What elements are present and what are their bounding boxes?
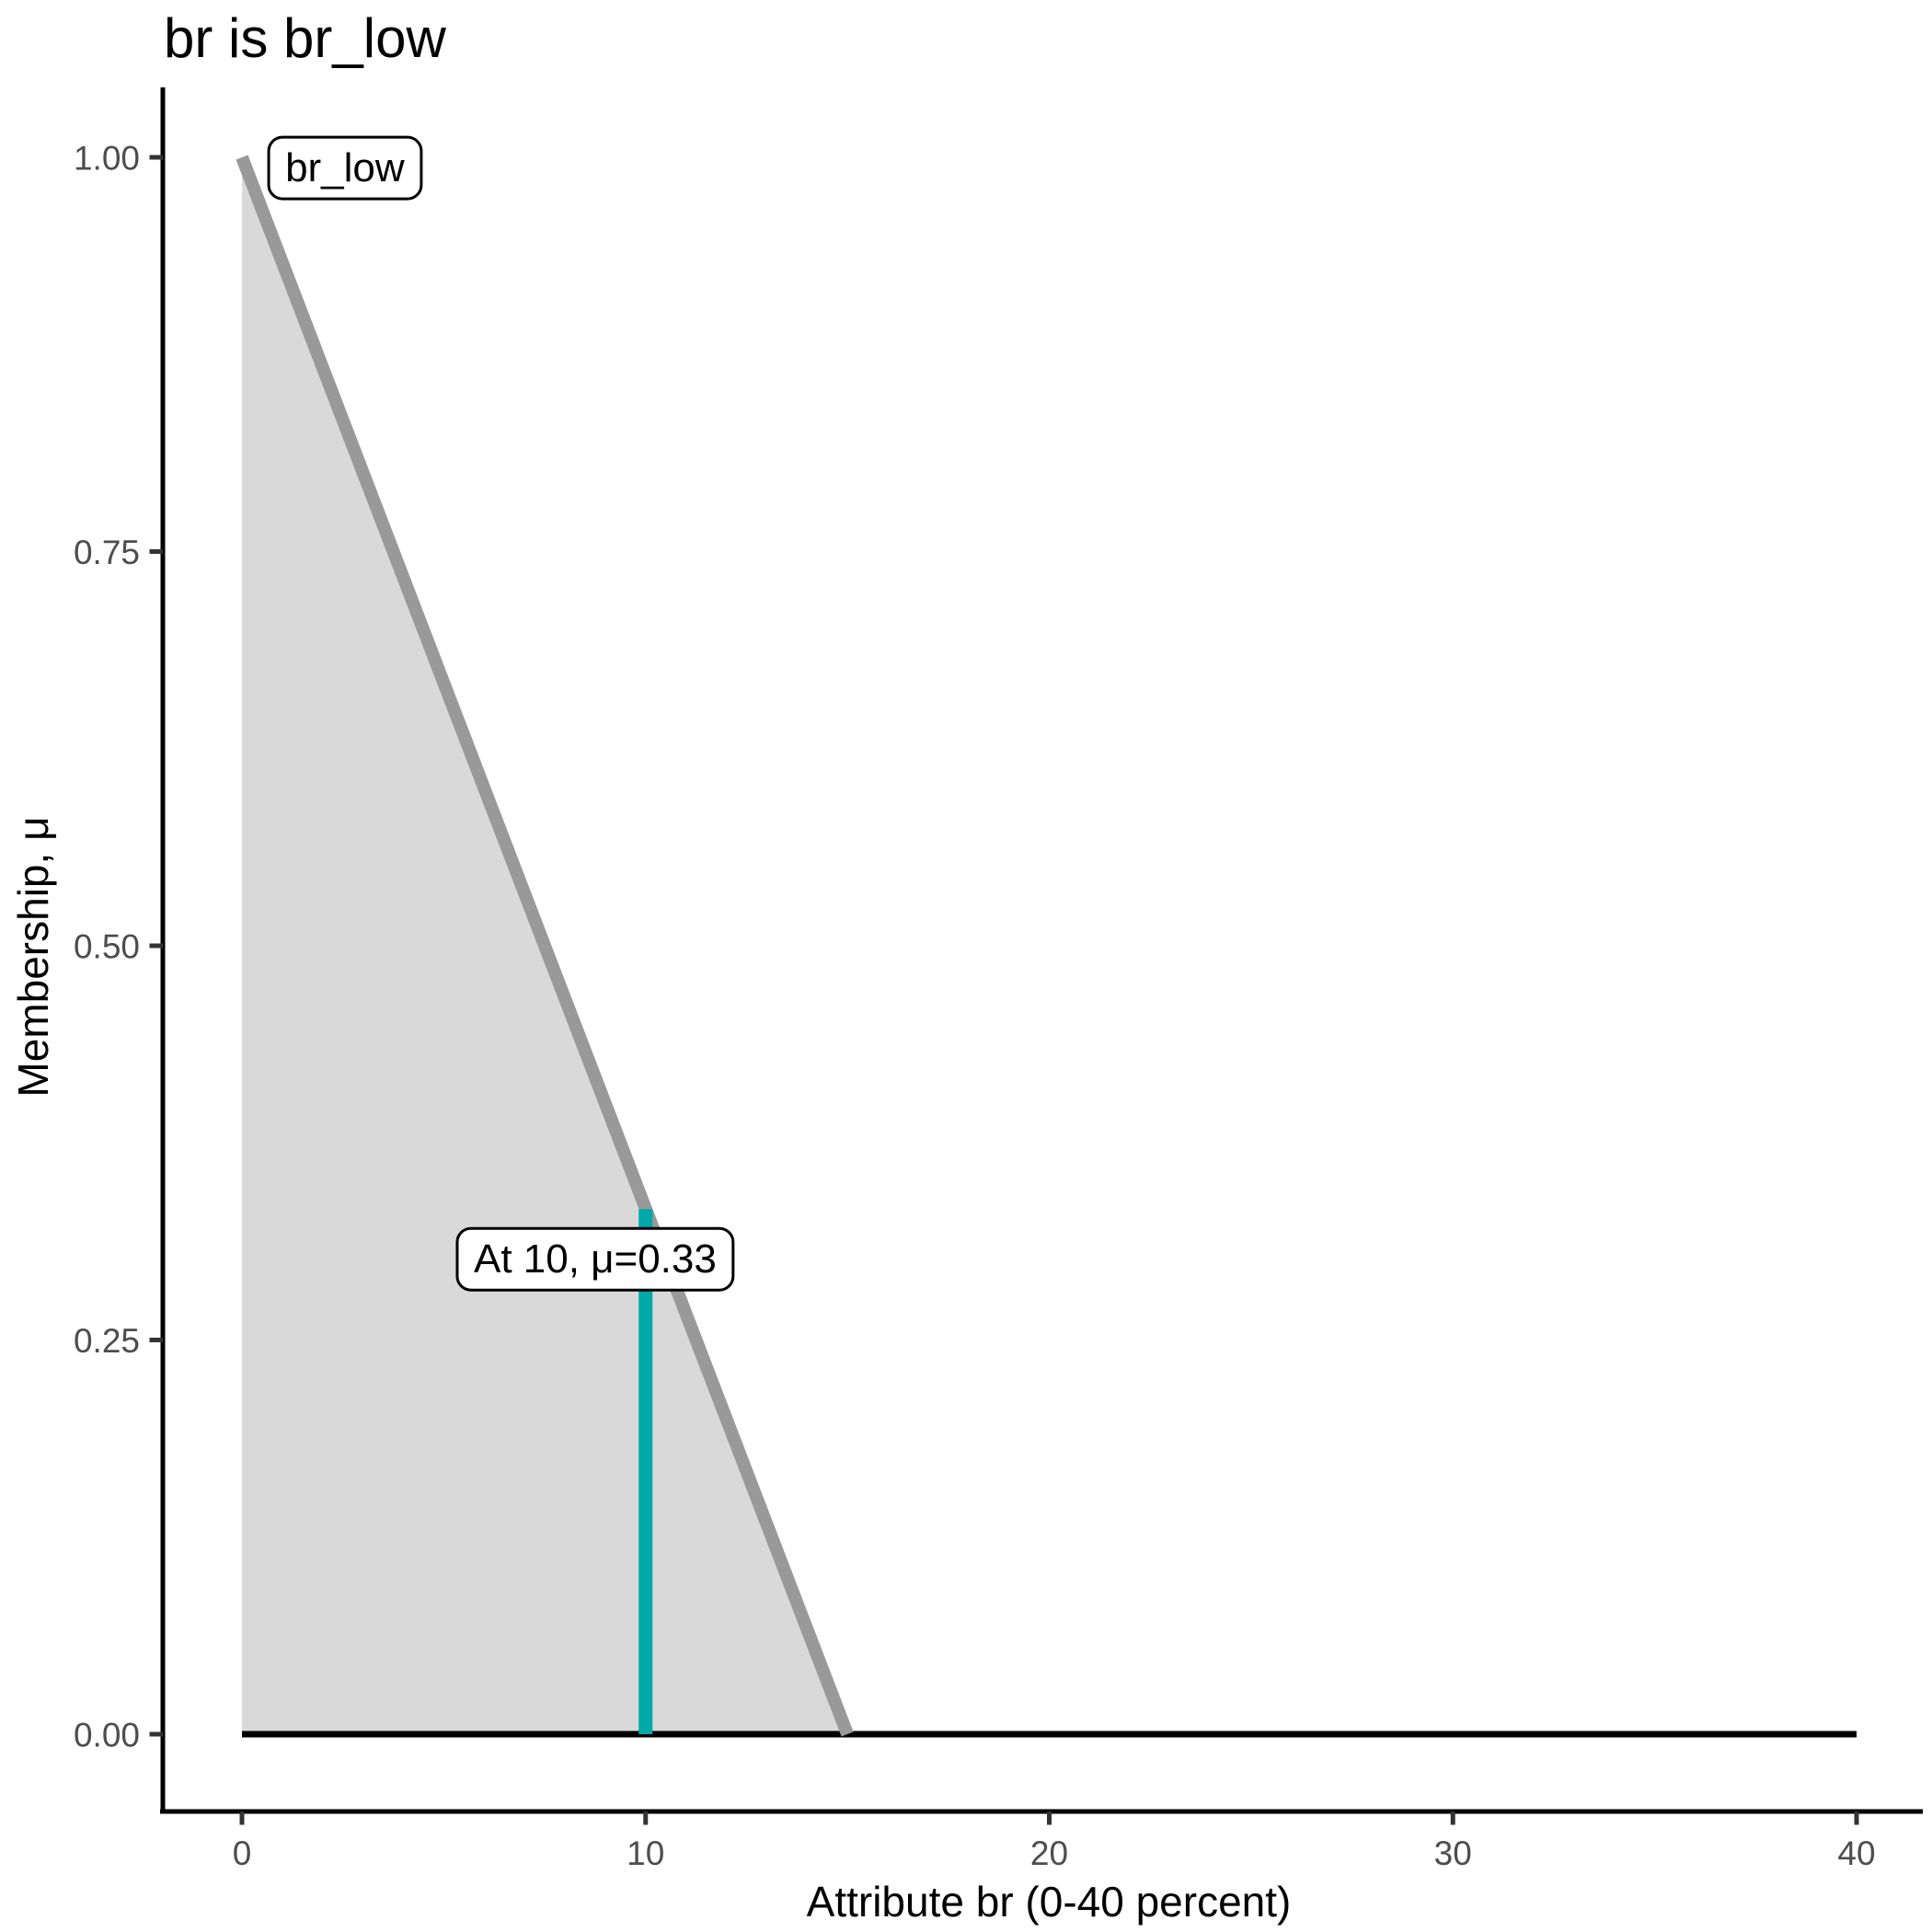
tick-labels-layer: 0.00 0.25 0.50 0.75 1.00 0 10 20 30 40 [74,139,1876,1872]
x-tick-label: 40 [1837,1834,1875,1872]
x-tick-label: 10 [627,1834,664,1872]
y-tick-label: 1.00 [74,139,140,177]
y-tick-label: 0.75 [74,534,140,571]
x-tick-label: 20 [1030,1834,1068,1872]
membership-line-br-low [236,155,854,1737]
ticks-layer [149,155,1859,1825]
plot-title: br is br_low [164,7,446,69]
y-axis-title: Membership, μ [9,816,57,1097]
y-tick-label: 0.00 [74,1716,140,1754]
set-label-box [267,135,423,201]
x-tick-label: 30 [1434,1834,1472,1872]
set-label-text: br_low [285,145,405,190]
x-axis-title: Attribute br (0-40 percent) [807,1878,1292,1926]
annotations-layer: br_low At 10, μ=0.33 [267,135,735,1292]
evaluation-label-box [455,1226,735,1292]
x-tick-label: 0 [233,1834,252,1872]
y-tick-label: 0.50 [74,927,140,965]
axes-layer [160,87,1923,1814]
evaluation-label-text: At 10, μ=0.33 [474,1236,717,1282]
y-tick-label: 0.25 [74,1322,140,1360]
series-layer [236,155,1857,1738]
